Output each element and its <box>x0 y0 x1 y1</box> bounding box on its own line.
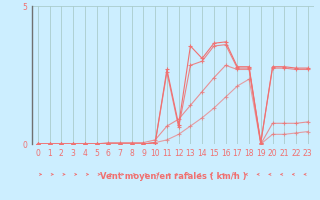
X-axis label: Vent moyen/en rafales ( km/h ): Vent moyen/en rafales ( km/h ) <box>100 172 246 181</box>
